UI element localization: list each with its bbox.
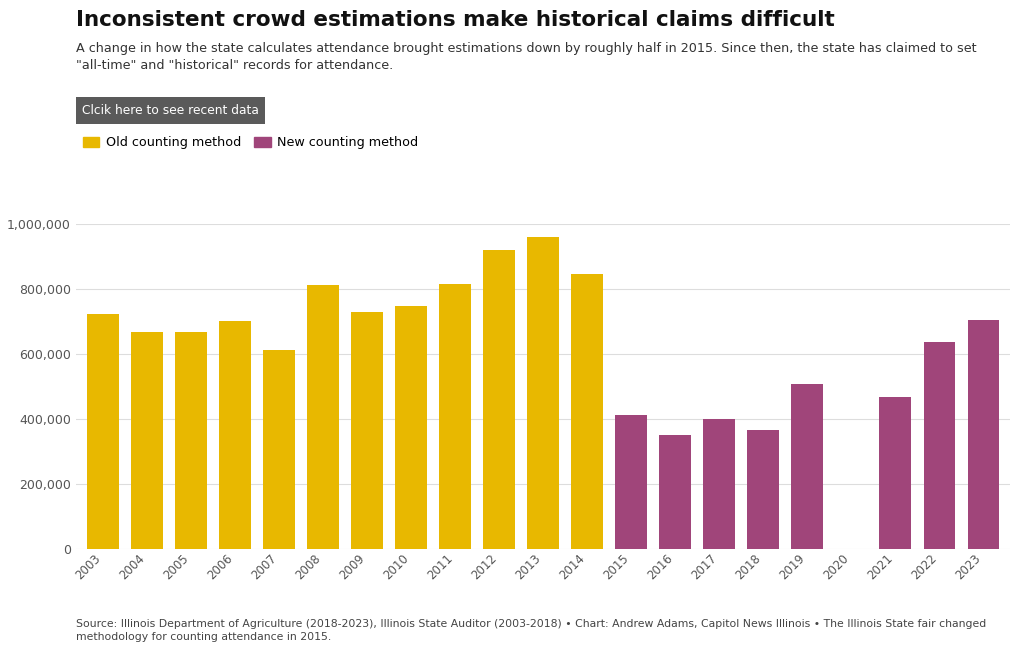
Bar bbox=[175, 332, 207, 549]
Bar bbox=[439, 285, 471, 549]
Bar bbox=[922, 342, 954, 549]
Bar bbox=[219, 321, 251, 549]
Bar bbox=[527, 237, 558, 549]
Bar bbox=[87, 314, 118, 549]
Bar bbox=[571, 274, 602, 549]
Text: Inconsistent crowd estimations make historical claims difficult: Inconsistent crowd estimations make hist… bbox=[76, 10, 835, 30]
Text: Clcik here to see recent data: Clcik here to see recent data bbox=[83, 104, 259, 117]
Bar bbox=[703, 419, 735, 549]
Bar bbox=[878, 396, 910, 549]
Bar bbox=[131, 332, 163, 549]
Legend: Old counting method, New counting method: Old counting method, New counting method bbox=[83, 136, 418, 150]
Bar bbox=[791, 385, 822, 549]
Text: Source: Illinois Department of Agriculture (2018-2023), Illinois State Auditor (: Source: Illinois Department of Agricultu… bbox=[76, 619, 985, 642]
Text: A change in how the state calculates attendance brought estimations down by roug: A change in how the state calculates att… bbox=[76, 42, 976, 72]
Bar bbox=[747, 430, 779, 549]
Bar bbox=[614, 415, 646, 549]
Bar bbox=[263, 350, 294, 549]
Bar bbox=[394, 306, 427, 549]
Bar bbox=[483, 250, 515, 549]
Bar bbox=[967, 320, 999, 549]
Bar bbox=[658, 434, 691, 549]
Bar bbox=[307, 285, 338, 549]
Bar bbox=[351, 312, 382, 549]
